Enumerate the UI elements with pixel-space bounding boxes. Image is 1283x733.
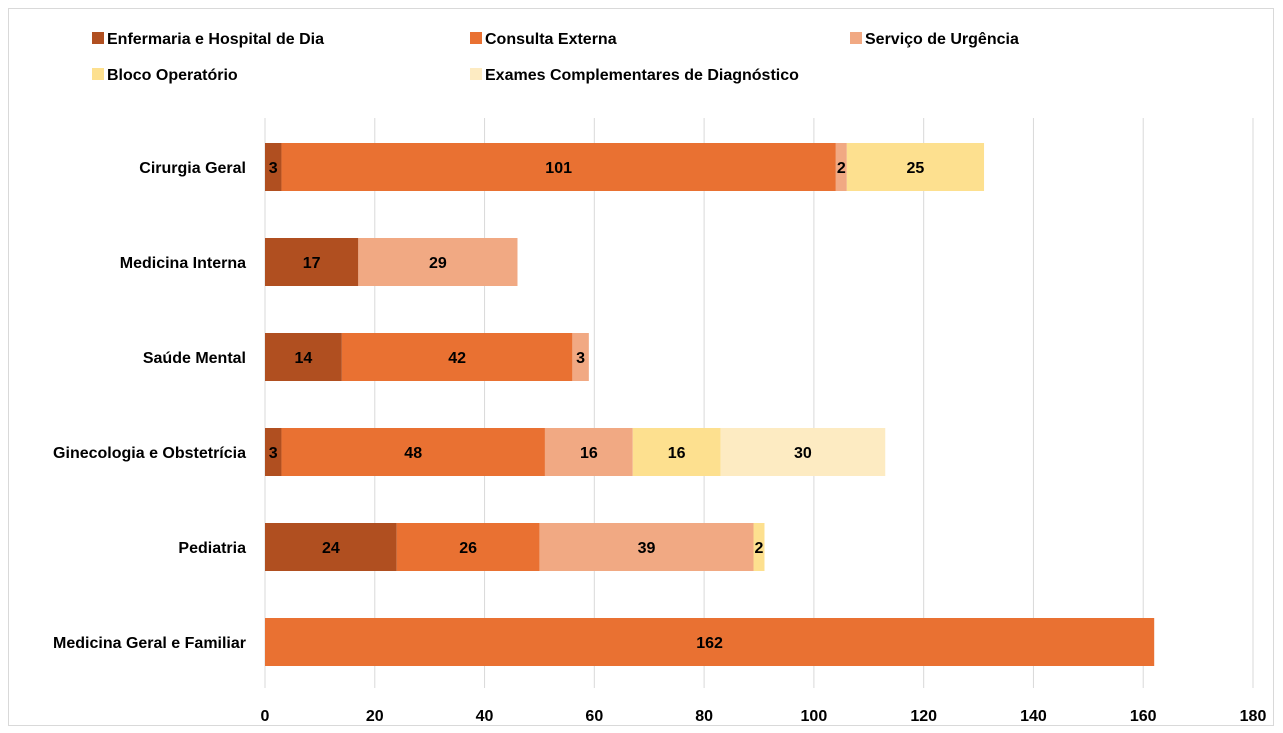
x-tick-label: 140 <box>1020 708 1047 725</box>
bar-segment <box>544 428 633 476</box>
bar-segment <box>396 523 540 571</box>
data-label: 3 <box>576 350 585 367</box>
category-label: Ginecologia e Obstetrícia <box>53 445 246 462</box>
category-label: Saúde Mental <box>143 350 246 367</box>
category-label: Medicina Geral e Familiar <box>53 635 246 652</box>
category-label: Medicina Interna <box>120 255 246 272</box>
x-tick-label: 80 <box>695 708 713 725</box>
data-label: 29 <box>429 255 447 272</box>
x-tick-label: 160 <box>1130 708 1157 725</box>
x-tick-label: 60 <box>585 708 603 725</box>
data-label: 3 <box>269 445 278 462</box>
data-label: 17 <box>303 255 321 272</box>
data-label: 30 <box>794 445 812 462</box>
legend-swatch <box>470 32 482 44</box>
bar-segment <box>265 428 282 476</box>
legend-swatch <box>470 68 482 80</box>
data-label: 162 <box>696 635 723 652</box>
x-tick-label: 100 <box>801 708 828 725</box>
bar-segment <box>572 333 589 381</box>
bar-segment <box>281 428 545 476</box>
bar-segment <box>265 523 397 571</box>
x-tick-label: 40 <box>476 708 494 725</box>
bar-segment <box>281 143 836 191</box>
legend-label: Enfermaria e Hospital de Dia <box>107 31 324 48</box>
bar-segment <box>265 143 282 191</box>
data-label: 24 <box>322 540 340 557</box>
legend-label: Serviço de Urgência <box>865 31 1019 48</box>
data-label: 2 <box>837 160 846 177</box>
bar-segment <box>753 523 765 571</box>
bar-segment <box>539 523 754 571</box>
data-label: 16 <box>580 445 598 462</box>
data-label: 101 <box>545 160 572 177</box>
data-label: 48 <box>404 445 422 462</box>
bar-segment <box>720 428 886 476</box>
x-tick-label: 0 <box>261 708 270 725</box>
x-tick-label: 20 <box>366 708 384 725</box>
bar-segment <box>341 333 573 381</box>
bar-segment <box>265 333 342 381</box>
category-label: Pediatria <box>178 540 246 557</box>
category-label: Cirurgia Geral <box>139 160 246 177</box>
data-label: 3 <box>269 160 278 177</box>
bar-segment <box>265 238 359 286</box>
data-label: 16 <box>668 445 686 462</box>
legend-label: Bloco Operatório <box>107 67 238 84</box>
legend-label: Exames Complementares de Diagnóstico <box>485 67 799 84</box>
bar-segment <box>358 238 518 286</box>
bar-segment <box>835 143 847 191</box>
bar-segment <box>265 618 1155 666</box>
legend-swatch <box>92 68 104 80</box>
data-label: 14 <box>295 350 313 367</box>
bar-segment <box>632 428 721 476</box>
legend-swatch <box>92 32 104 44</box>
x-tick-label: 180 <box>1240 708 1267 725</box>
chart-frame <box>8 8 1274 726</box>
legend-swatch <box>850 32 862 44</box>
data-label: 39 <box>638 540 656 557</box>
data-label: 26 <box>459 540 477 557</box>
x-tick-label: 120 <box>910 708 937 725</box>
data-label: 2 <box>755 540 764 557</box>
bar-segment <box>846 143 985 191</box>
data-label: 25 <box>907 160 925 177</box>
data-label: 42 <box>448 350 466 367</box>
legend-label: Consulta Externa <box>485 31 617 48</box>
